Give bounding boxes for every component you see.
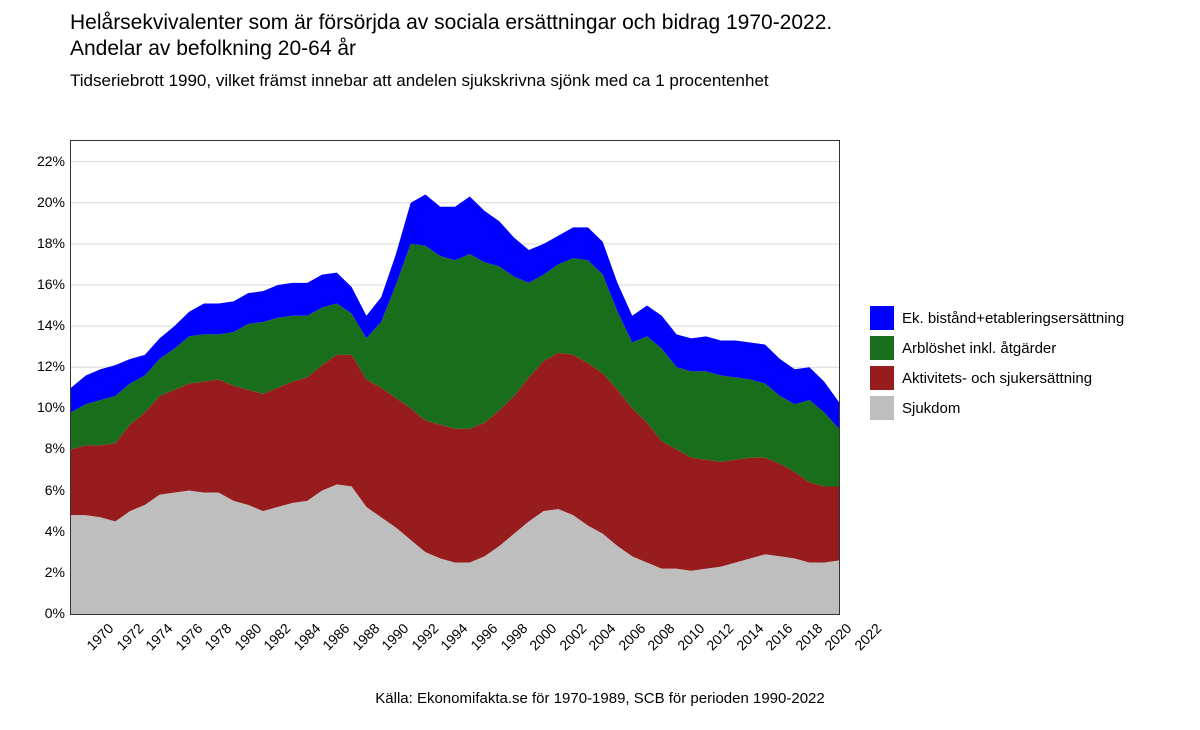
chart-title: Helårsekvivalenter som är försörjda av s…: [70, 10, 870, 63]
x-tick-label: 2004: [585, 620, 618, 653]
x-tick-label: 2020: [822, 620, 855, 653]
x-tick-label: 1976: [172, 620, 205, 653]
y-tick-label: 2%: [15, 564, 65, 580]
legend-item-arbloshet: Arblöshet inkl. åtgärder: [870, 336, 1180, 360]
y-tick-label: 18%: [15, 235, 65, 251]
legend-swatch: [870, 396, 894, 420]
y-tick-label: 10%: [15, 399, 65, 415]
y-tick-label: 14%: [15, 317, 65, 333]
y-tick-label: 0%: [15, 605, 65, 621]
y-tick-label: 22%: [15, 153, 65, 169]
stacked-area-svg: [71, 141, 839, 614]
x-tick-label: 2002: [556, 620, 589, 653]
x-tick-label: 2018: [792, 620, 825, 653]
x-tick-label: 2014: [733, 620, 766, 653]
legend-label: Sjukdom: [902, 400, 960, 417]
x-tick-label: 1970: [83, 620, 116, 653]
legend-item-sjukdom: Sjukdom: [870, 396, 1180, 420]
x-tick-label: 1994: [438, 620, 471, 653]
x-tick-label: 1992: [408, 620, 441, 653]
legend-swatch: [870, 306, 894, 330]
x-tick-label: 2016: [763, 620, 796, 653]
x-axis-labels: 1970197219741976197819801982198419861988…: [70, 620, 840, 680]
x-tick-label: 2006: [615, 620, 648, 653]
y-tick-label: 12%: [15, 358, 65, 374]
chart-container: Helårsekvivalenter som är försörjda av s…: [0, 0, 1200, 730]
x-tick-label: 2010: [674, 620, 707, 653]
legend-swatch: [870, 336, 894, 360]
x-tick-label: 1990: [379, 620, 412, 653]
legend-item-aktivitet: Aktivitets- och sjukersättning: [870, 366, 1180, 390]
x-tick-label: 2008: [644, 620, 677, 653]
x-tick-label: 1980: [231, 620, 264, 653]
source-caption: Källa: Ekonomifakta.se för 1970-1989, SC…: [0, 690, 1200, 707]
x-tick-label: 2022: [851, 620, 884, 653]
y-tick-label: 6%: [15, 482, 65, 498]
y-tick-label: 16%: [15, 276, 65, 292]
legend-label: Arblöshet inkl. åtgärder: [902, 340, 1056, 357]
legend-label: Ek. bistånd+etableringsersättning: [902, 310, 1124, 327]
y-tick-label: 4%: [15, 523, 65, 539]
x-tick-label: 1972: [113, 620, 146, 653]
x-tick-label: 1978: [201, 620, 234, 653]
x-tick-label: 1984: [290, 620, 323, 653]
y-tick-label: 20%: [15, 194, 65, 210]
x-tick-label: 1998: [497, 620, 530, 653]
plot-area: [70, 140, 840, 615]
x-tick-label: 1986: [319, 620, 352, 653]
x-tick-label: 1982: [260, 620, 293, 653]
legend-label: Aktivitets- och sjukersättning: [902, 370, 1092, 387]
x-tick-label: 1988: [349, 620, 382, 653]
legend-item-bistand: Ek. bistånd+etableringsersättning: [870, 306, 1180, 330]
legend-swatch: [870, 366, 894, 390]
legend: Ek. bistånd+etableringsersättning Arblösh…: [870, 300, 1180, 426]
x-tick-label: 2000: [526, 620, 559, 653]
x-tick-label: 2012: [703, 620, 736, 653]
y-axis-labels: 0%2%4%6%8%10%12%14%16%18%20%22%: [10, 140, 65, 615]
chart-subtitle: Tidseriebrott 1990, vilket främst inneba…: [70, 70, 870, 91]
x-tick-label: 1996: [467, 620, 500, 653]
y-tick-label: 8%: [15, 440, 65, 456]
x-tick-label: 1974: [142, 620, 175, 653]
